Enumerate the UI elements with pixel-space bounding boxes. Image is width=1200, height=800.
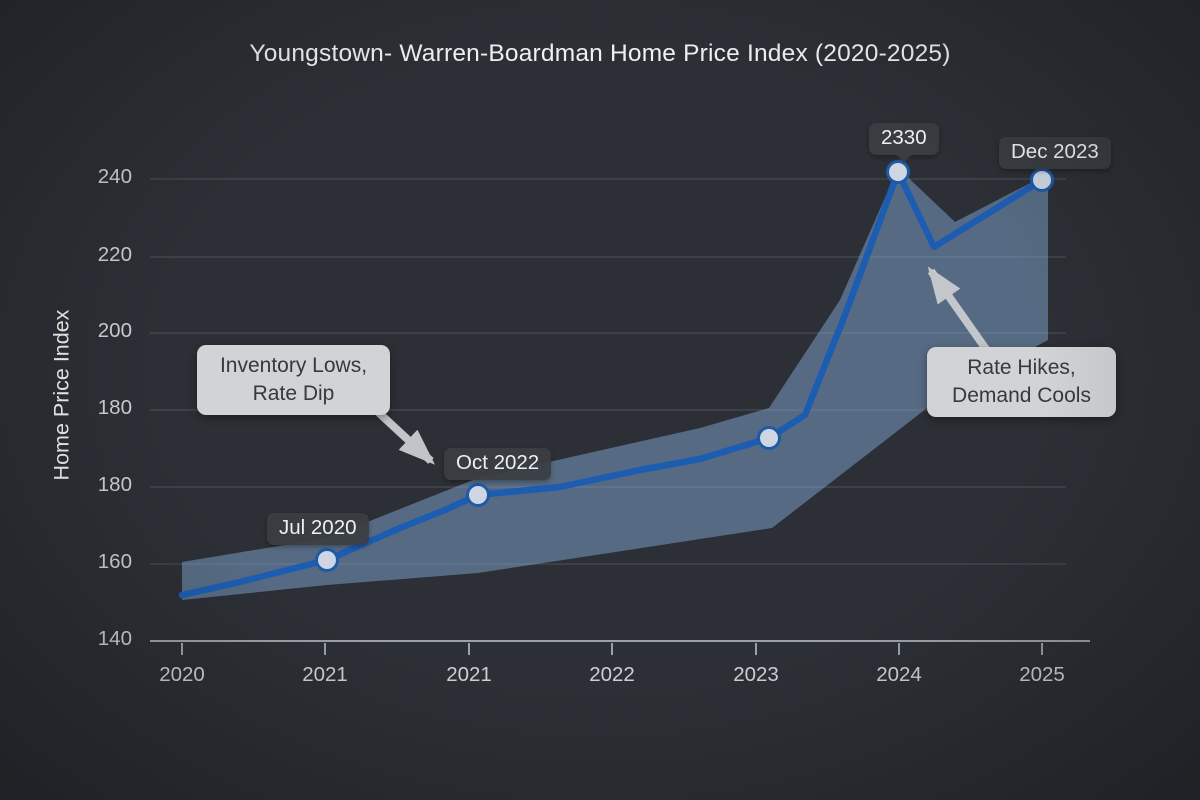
point-label-text: Oct 2022 xyxy=(456,451,540,474)
x-tick-label: 2022 xyxy=(589,663,635,686)
x-tick-label: 2020 xyxy=(159,663,205,686)
y-tick-label: 180 xyxy=(97,396,132,419)
data-point-marker xyxy=(757,426,781,450)
x-tick-label: 2024 xyxy=(876,663,922,686)
confidence-band xyxy=(182,168,1048,600)
annotation-arrow xyxy=(927,266,992,355)
y-tick-label: 200 xyxy=(97,319,132,342)
point-label-jul-2020: Jul 2020 xyxy=(267,513,369,545)
point-label-text: Jul 2020 xyxy=(279,516,357,539)
callout-tail xyxy=(895,154,912,163)
chart-title: Youngstown- Warren-Boardman Home Price I… xyxy=(249,40,951,67)
point-label-text: Dec 2023 xyxy=(1011,140,1099,163)
annotation-arrow xyxy=(375,409,436,465)
x-tick-label: 2021 xyxy=(446,663,492,686)
y-tick-label: 180 xyxy=(97,473,132,496)
annotation-line: Demand Cools xyxy=(952,383,1091,407)
x-tick-label: 2025 xyxy=(1019,663,1065,686)
point-label-oct-2022: Oct 2022 xyxy=(444,448,552,480)
y-tick-label: 160 xyxy=(97,550,132,573)
data-point-marker xyxy=(315,548,339,572)
data-point-marker xyxy=(1030,168,1054,192)
data-point-marker xyxy=(466,483,490,507)
annotation-inventory-lows: Inventory Lows, Rate Dip xyxy=(197,345,390,415)
annotation-line: Rate Hikes, xyxy=(967,356,1076,379)
y-tick-label: 240 xyxy=(97,165,132,188)
x-tick-label: 2023 xyxy=(733,663,779,686)
point-label-dec-2023: Dec 2023 xyxy=(999,137,1111,169)
point-label-peak-2330: 2330 xyxy=(869,123,939,163)
annotation-line: Rate Dip xyxy=(252,381,335,405)
x-tick-label: 2021 xyxy=(302,663,348,686)
price-line xyxy=(178,168,1046,599)
y-tick-label: 220 xyxy=(97,243,132,266)
annotation-line: Inventory Lows, xyxy=(219,354,368,377)
annotation-rate-hikes: Rate Hikes, Demand Cools xyxy=(927,347,1116,417)
y-tick-label: 140 xyxy=(97,627,132,650)
data-point-marker xyxy=(886,160,910,184)
point-label-text: 2330 xyxy=(881,126,927,149)
